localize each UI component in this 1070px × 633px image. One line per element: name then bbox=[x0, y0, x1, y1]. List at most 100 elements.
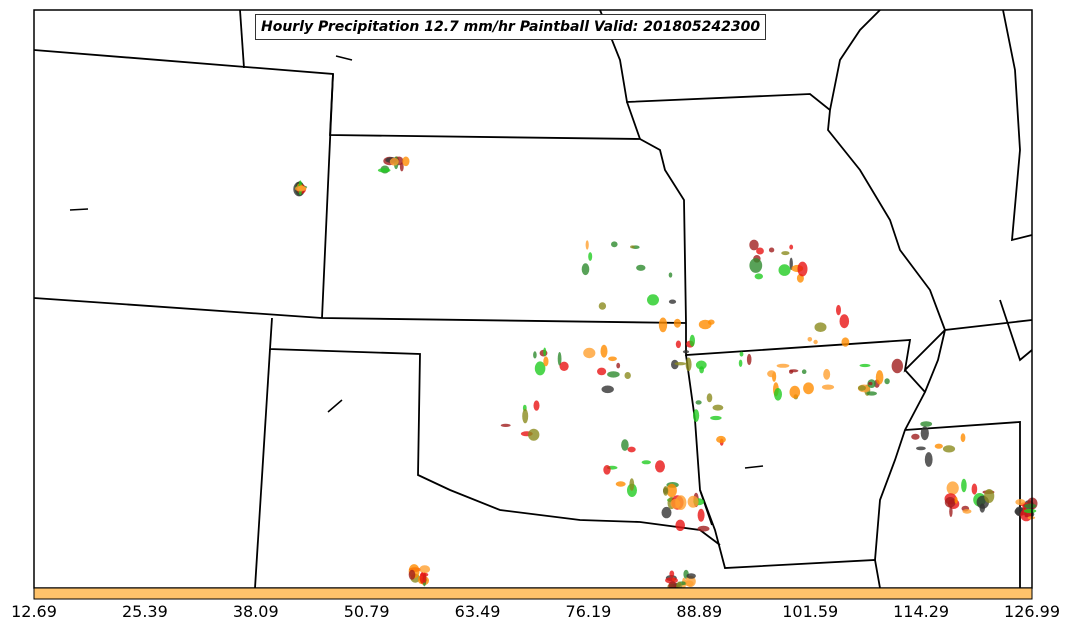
paintball-blob bbox=[768, 247, 775, 253]
paintball-blob bbox=[1023, 508, 1037, 514]
paintball-blob bbox=[857, 385, 866, 391]
paintball-blob bbox=[971, 483, 978, 495]
paintball-blob bbox=[803, 382, 814, 395]
paintball-blob bbox=[627, 446, 636, 453]
paintball-blob bbox=[944, 497, 956, 508]
paintball-blob bbox=[543, 347, 547, 357]
paintball-blob bbox=[954, 496, 958, 504]
paintball-blob bbox=[607, 371, 620, 378]
paintball-blob bbox=[600, 344, 608, 358]
paintball-blob bbox=[668, 272, 673, 278]
paintball-blob bbox=[581, 263, 590, 276]
paintball-blob bbox=[583, 347, 596, 359]
paintball-blob bbox=[611, 241, 618, 248]
paintball-blob bbox=[749, 258, 763, 273]
state-boundaries bbox=[33, 9, 1033, 589]
paintball-blob bbox=[608, 356, 617, 362]
paintball-blob bbox=[699, 366, 704, 374]
colorbar-tick-label: 12.69 bbox=[11, 602, 57, 621]
paintball-blob bbox=[685, 357, 692, 372]
paintball-blob bbox=[706, 393, 713, 403]
paintball-blob bbox=[949, 506, 953, 518]
paintball-blob bbox=[814, 322, 827, 333]
paintball-blob bbox=[875, 370, 884, 385]
paintball-blob bbox=[603, 465, 611, 475]
paintball-blob bbox=[797, 261, 808, 277]
paintball-blob bbox=[979, 503, 985, 513]
colorbar-tick-label: 38.09 bbox=[232, 602, 279, 621]
paintball-blob bbox=[801, 369, 807, 375]
colorbar bbox=[33, 587, 1033, 600]
paintball-blob bbox=[911, 433, 920, 440]
paintball-blob bbox=[813, 339, 818, 345]
paintball-blob bbox=[749, 239, 759, 251]
paintball-blob bbox=[598, 302, 607, 310]
paintball-blob bbox=[624, 372, 631, 379]
paintball-blob bbox=[746, 353, 752, 366]
paintball-blob bbox=[916, 446, 926, 451]
paintball-blob bbox=[423, 572, 427, 584]
paintball-blob bbox=[868, 381, 873, 386]
precipitation-paintballs bbox=[293, 156, 1038, 593]
paintball-blob bbox=[528, 428, 540, 441]
paintball-blob bbox=[781, 251, 790, 256]
paintball-blob bbox=[739, 351, 744, 357]
paintball-blob bbox=[559, 361, 569, 371]
paintball-blob bbox=[543, 356, 549, 367]
paintball-blob bbox=[402, 156, 410, 167]
paintball-blob bbox=[647, 294, 659, 306]
colorbar-tick-label: 114.29 bbox=[893, 602, 950, 621]
paintball-blob bbox=[669, 570, 675, 578]
paintball-blob bbox=[789, 244, 794, 250]
paintball-blob bbox=[389, 157, 399, 166]
paintball-blob bbox=[670, 498, 681, 509]
paintball-blob bbox=[697, 525, 710, 532]
paintball-blob bbox=[716, 435, 726, 444]
colorbar-tick-label: 76.19 bbox=[565, 602, 612, 621]
paintball-blob bbox=[695, 360, 707, 370]
paintball-blob bbox=[655, 460, 665, 473]
paintball-blob bbox=[789, 385, 801, 399]
paintball-blob bbox=[695, 400, 702, 405]
paintball-blob bbox=[984, 489, 995, 503]
paintball-blob bbox=[534, 361, 546, 376]
paintball-blob bbox=[585, 240, 589, 250]
paintball-blob bbox=[557, 352, 562, 366]
paintball-blob bbox=[500, 423, 511, 427]
paintball-blob bbox=[616, 362, 621, 369]
paintball-blob bbox=[961, 478, 967, 493]
paintball-blob bbox=[712, 404, 724, 411]
paintball-blob bbox=[682, 350, 690, 354]
paintball-blob bbox=[778, 264, 791, 276]
paintball-blob bbox=[934, 443, 943, 449]
paintball-blob bbox=[675, 519, 685, 531]
lakes bbox=[69, 55, 764, 469]
paintball-blob bbox=[675, 340, 682, 349]
paintball-blob bbox=[666, 483, 677, 498]
colorbar-tick-label: 25.39 bbox=[121, 602, 168, 621]
paintball-blob bbox=[674, 362, 686, 366]
paintball-blob bbox=[615, 481, 626, 487]
paintball-blob bbox=[671, 359, 679, 370]
paintball-blob bbox=[636, 264, 646, 271]
paintball-blob bbox=[1023, 503, 1037, 509]
paintball-blob bbox=[689, 334, 695, 347]
paintball-blob bbox=[629, 478, 635, 491]
paintball-blob bbox=[658, 317, 668, 333]
paintball-blob bbox=[920, 421, 933, 427]
paintball-blob bbox=[533, 351, 537, 359]
paintball-blob bbox=[686, 573, 696, 579]
paintball-blob bbox=[295, 185, 307, 192]
paintball-blob bbox=[891, 358, 903, 374]
paintball-blob bbox=[661, 506, 672, 519]
paintball-blob bbox=[776, 363, 790, 368]
paintball-blob bbox=[789, 369, 799, 373]
paintball-blob bbox=[597, 367, 607, 376]
paintball-blob bbox=[962, 509, 972, 514]
paintball-blob bbox=[668, 299, 677, 304]
paintball-blob bbox=[693, 409, 700, 422]
paintball-blob bbox=[533, 400, 540, 411]
paintball-blob bbox=[710, 415, 722, 421]
colorbar-tick-label: 88.89 bbox=[676, 602, 723, 621]
